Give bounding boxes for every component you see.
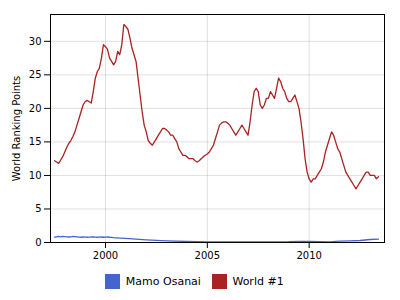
html-text:World #1: World #1	[232, 274, 284, 288]
svg-text:2010: 2010	[296, 250, 321, 261]
svg-text:30: 30	[29, 36, 42, 47]
svg-text:World Ranking Points: World Ranking Points	[11, 76, 22, 182]
svg-text:20: 20	[29, 103, 42, 114]
svg-text:10: 10	[29, 170, 42, 181]
svg-text:2000: 2000	[93, 250, 118, 261]
svg-text:25: 25	[29, 69, 42, 80]
svg-text:0: 0	[35, 237, 41, 248]
svg-text:5: 5	[35, 203, 41, 214]
html-text:Mamo Osanai: Mamo Osanai	[125, 274, 201, 288]
svg-text:2005: 2005	[195, 250, 220, 261]
svg-text:15: 15	[29, 136, 42, 147]
